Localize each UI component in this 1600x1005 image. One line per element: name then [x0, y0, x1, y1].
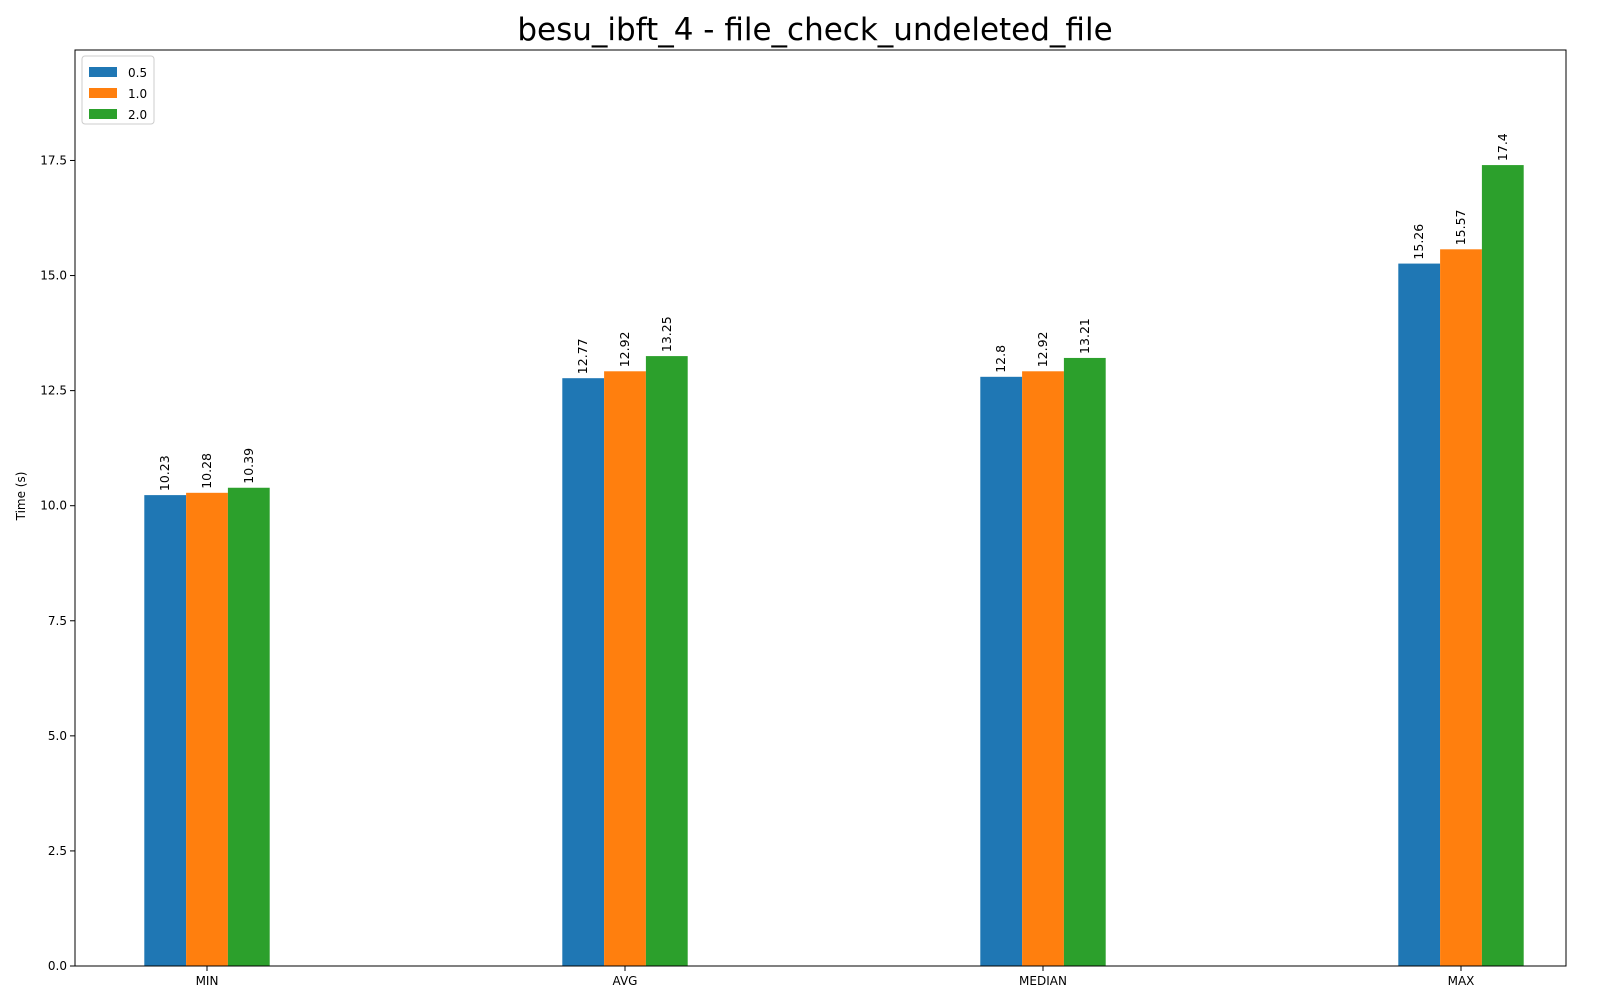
bar-value-label: 12.92 [617, 331, 632, 367]
bar-avg-0.5 [562, 378, 605, 966]
bar-labels-layer: 10.23 10.28 10.39 12.77 12.92 13.25 12.8 12.92 1… [157, 133, 1510, 491]
axes-layer: 0.0 2.5 5.0 7.5 10.0 12.5 15.0 17.5 MIN AVG MEDIAN… [40, 49, 1567, 988]
y-tick-label: 0.0 [48, 959, 67, 973]
x-tick-label: MAX [1448, 974, 1475, 988]
bar-value-label: 10.28 [199, 453, 214, 489]
bar-value-label: 13.21 [1077, 318, 1092, 354]
legend-swatch-2.0 [89, 109, 117, 119]
bar-median-2.0 [1063, 357, 1106, 966]
chart-title: besu_ibft_4 - file_check_undeleted_file [517, 12, 1112, 48]
bar-value-label: 12.77 [575, 338, 590, 374]
legend-label: 1.0 [128, 87, 147, 101]
bar-max-2.0 [1481, 165, 1524, 966]
bar-value-label: 10.23 [157, 455, 172, 491]
y-tick-label: 10.0 [40, 499, 67, 513]
y-tick-label: 2.5 [48, 844, 67, 858]
y-axis-label: Time (s) [14, 472, 28, 522]
x-tick-label: AVG [613, 974, 638, 988]
bar-min-0.5 [144, 495, 187, 966]
bar-min-2.0 [227, 487, 270, 966]
bar-avg-2.0 [645, 356, 688, 967]
legend: 0.5 1.0 2.0 [81, 55, 155, 125]
y-tick-label: 7.5 [48, 614, 67, 628]
x-tick-label: MIN [196, 974, 219, 988]
legend-label: 0.5 [128, 66, 147, 80]
legend-label: 2.0 [128, 108, 147, 122]
legend-swatch-1.0 [89, 88, 117, 98]
bar-max-0.5 [1398, 263, 1441, 967]
bar-value-label: 12.92 [1035, 331, 1050, 367]
bar-value-label: 13.25 [659, 316, 674, 352]
bar-min-1.0 [186, 492, 228, 966]
bar-value-label: 15.26 [1411, 224, 1426, 260]
legend-swatch-0.5 [89, 67, 117, 77]
x-tick-label: MEDIAN [1019, 974, 1067, 988]
bar-avg-1.0 [604, 371, 646, 966]
y-tick-label: 15.0 [40, 269, 67, 283]
bar-value-label: 10.39 [241, 448, 256, 484]
plot-frame [74, 49, 1567, 967]
bar-median-1.0 [1022, 371, 1064, 966]
bar-value-label: 17.4 [1495, 133, 1510, 161]
y-tick-label: 17.5 [40, 153, 67, 167]
bar-median-0.5 [980, 376, 1023, 966]
bars-layer [144, 165, 1524, 967]
bar-value-label: 12.8 [993, 345, 1008, 373]
y-tick-label: 5.0 [48, 729, 67, 743]
bar-max-1.0 [1440, 249, 1482, 966]
bar-value-label: 15.57 [1453, 210, 1468, 246]
y-tick-label: 12.5 [40, 384, 67, 398]
